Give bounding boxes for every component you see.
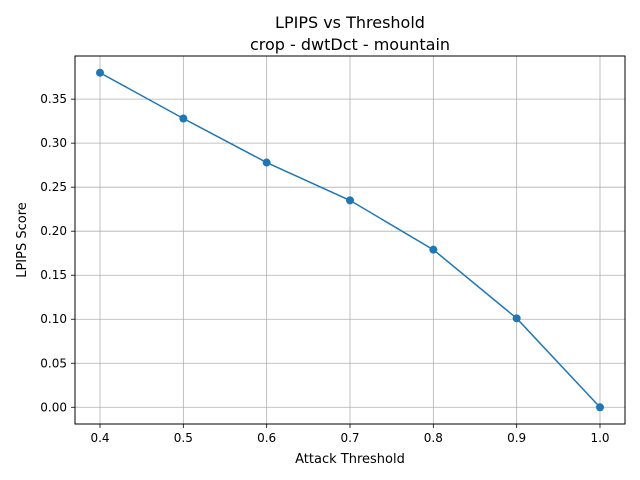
y-tick-label: 0.05 — [40, 356, 67, 370]
data-point — [429, 245, 438, 254]
data-point — [512, 314, 521, 323]
x-tick-label: 0.7 — [340, 431, 359, 445]
y-tick-label: 0.25 — [40, 180, 67, 194]
data-point — [596, 403, 604, 412]
x-tick-label: 0.5 — [174, 431, 193, 445]
y-tick-label: 0.30 — [40, 136, 67, 150]
y-tick-label: 0.20 — [40, 224, 67, 238]
y-tick-label: 0.10 — [40, 312, 67, 326]
data-point — [262, 158, 271, 167]
chart-subtitle: crop - dwtDct - mountain — [250, 35, 450, 54]
x-tick-label: 0.6 — [257, 431, 276, 445]
y-axis-label: LPIPS Score — [15, 202, 30, 278]
data-point — [179, 114, 188, 123]
chart-title: LPIPS vs Threshold — [275, 13, 425, 32]
axis-ticks: 0.4 0.5 0.6 0.7 0.8 0.9 1.0 0.00 0.05 0.10 0.15 0.2… — [40, 92, 609, 445]
y-tick-label: 0.00 — [40, 400, 67, 414]
data-point — [346, 196, 354, 205]
x-tick-label: 0.8 — [424, 431, 443, 445]
grid-lines — [75, 56, 625, 424]
y-tick-label: 0.35 — [40, 92, 67, 106]
x-tick-label: 0.4 — [90, 431, 109, 445]
x-axis-label: Attack Threshold — [295, 452, 405, 467]
data-point — [96, 68, 104, 77]
x-tick-label: 0.9 — [507, 431, 526, 445]
x-tick-label: 1.0 — [590, 431, 609, 445]
series-group — [96, 68, 604, 412]
y-tick-label: 0.15 — [40, 268, 67, 282]
